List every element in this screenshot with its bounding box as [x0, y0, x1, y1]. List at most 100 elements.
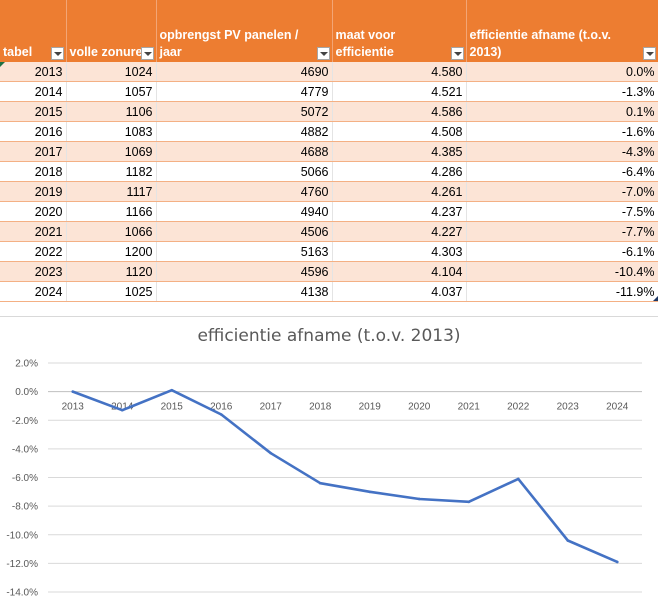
- data-point[interactable]: [368, 490, 372, 494]
- data-point[interactable]: [269, 451, 273, 455]
- data-point[interactable]: [71, 390, 75, 393]
- series-line[interactable]: [71, 388, 619, 564]
- data-point[interactable]: [318, 481, 322, 485]
- table-cell[interactable]: 1117: [66, 181, 157, 202]
- table-cell[interactable]: 1106: [66, 101, 157, 122]
- table-cell[interactable]: 2018: [0, 161, 67, 182]
- table-resize-handle[interactable]: [652, 296, 657, 301]
- table-cell[interactable]: -6.1%: [466, 241, 658, 262]
- data-point[interactable]: [219, 413, 223, 416]
- table-cell[interactable]: -7.5%: [466, 201, 658, 222]
- table-cell[interactable]: 4.580: [332, 62, 467, 82]
- table-cell[interactable]: 4688: [156, 141, 333, 162]
- table-cell[interactable]: 2021: [0, 221, 67, 242]
- table-cell[interactable]: -4.3%: [466, 141, 658, 162]
- table-cell[interactable]: 0.1%: [466, 101, 658, 122]
- table-cell[interactable]: 1182: [66, 161, 157, 182]
- table-row: 2023 1120 4596 4.104 -10.4%: [0, 261, 658, 282]
- table-cell[interactable]: 1025: [66, 281, 157, 302]
- table-cell[interactable]: 4940: [156, 201, 333, 222]
- table-cell[interactable]: 2019: [0, 181, 67, 202]
- table-cell[interactable]: 2023: [0, 261, 67, 282]
- table-cell[interactable]: 1200: [66, 241, 157, 262]
- header-label: maat voor efficientie: [335, 28, 396, 59]
- data-point[interactable]: [615, 560, 619, 564]
- table-cell[interactable]: 2014: [0, 81, 67, 102]
- y-tick-label: -8.0%: [12, 502, 38, 513]
- header-cell-maat-voor-efficientie[interactable]: maat voor efficientie: [332, 0, 467, 62]
- data-point[interactable]: [467, 500, 471, 504]
- table-cell[interactable]: -10.4%: [466, 261, 658, 282]
- y-tick-label: -12.0%: [6, 559, 38, 570]
- table-cell[interactable]: 1120: [66, 261, 157, 282]
- table-cell[interactable]: 4882: [156, 121, 333, 142]
- table-row: 2019 1117 4760 4.261 -7.0%: [0, 181, 658, 202]
- table-cell[interactable]: 4.261: [332, 181, 467, 202]
- table-cell[interactable]: 0.0%: [466, 62, 658, 82]
- table-cell[interactable]: 4.227: [332, 221, 467, 242]
- table-cell[interactable]: 4138: [156, 281, 333, 302]
- table-cell[interactable]: 2022: [0, 241, 67, 262]
- table-cell[interactable]: 4.521: [332, 81, 467, 102]
- table-cell[interactable]: 2016: [0, 121, 67, 142]
- table-cell[interactable]: 4.104: [332, 261, 467, 282]
- filter-dropdown-icon[interactable]: [316, 47, 330, 60]
- table-cell[interactable]: 4.037: [332, 281, 467, 302]
- table-cell[interactable]: 2020: [0, 201, 67, 222]
- table-cell[interactable]: 4.508: [332, 121, 467, 142]
- header-cell-efficientie-afname[interactable]: efficientie afname (t.o.v. 2013): [466, 0, 658, 62]
- data-point[interactable]: [516, 477, 520, 481]
- header-label: opbrengst PV panelen / jaar: [159, 28, 299, 59]
- y-tick-label: -2.0%: [12, 416, 38, 427]
- table-cell[interactable]: 4.303: [332, 241, 467, 262]
- line-chart[interactable]: efficientie afname (t.o.v. 2013) 2.0% 0.0…: [0, 316, 658, 611]
- chart-title: efficientie afname (t.o.v. 2013): [197, 326, 461, 346]
- table-cell[interactable]: 2013: [0, 62, 67, 82]
- table-cell[interactable]: 5072: [156, 101, 333, 122]
- table-cell[interactable]: 1166: [66, 201, 157, 222]
- table-cell[interactable]: 4.385: [332, 141, 467, 162]
- table-cell[interactable]: 4.237: [332, 201, 467, 222]
- filter-dropdown-icon[interactable]: [50, 47, 64, 60]
- table-cell[interactable]: -7.0%: [466, 181, 658, 202]
- table-cell[interactable]: 4.586: [332, 101, 467, 122]
- data-point[interactable]: [417, 497, 421, 501]
- table-cell[interactable]: 2017: [0, 141, 67, 162]
- y-tick-label: -14.0%: [6, 588, 38, 599]
- table-cell[interactable]: -7.7%: [466, 221, 658, 242]
- filter-dropdown-icon[interactable]: [450, 47, 464, 60]
- table-cell[interactable]: -11.9%: [466, 281, 658, 302]
- table-cell[interactable]: 1066: [66, 221, 157, 242]
- table-cell[interactable]: 4596: [156, 261, 333, 282]
- table-cell[interactable]: 4690: [156, 62, 333, 82]
- table-cell[interactable]: 4.286: [332, 161, 467, 182]
- y-tick-label: 0.0%: [15, 387, 38, 398]
- filter-dropdown-icon[interactable]: [642, 47, 656, 60]
- data-point[interactable]: [566, 539, 570, 542]
- filter-dropdown-icon[interactable]: [140, 47, 154, 60]
- table-cell[interactable]: 4779: [156, 81, 333, 102]
- header-label: tabel: [3, 45, 33, 59]
- table-cell[interactable]: -6.4%: [466, 161, 658, 182]
- x-tick-label: 2021: [458, 402, 481, 413]
- table-cell[interactable]: -1.3%: [466, 81, 658, 102]
- table-cell[interactable]: -1.6%: [466, 121, 658, 142]
- table-cell[interactable]: 1083: [66, 121, 157, 142]
- table-cell[interactable]: 2024: [0, 281, 67, 302]
- header-cell-volle-zonuren[interactable]: volle zonuren: [66, 0, 157, 62]
- table-cell[interactable]: 5066: [156, 161, 333, 182]
- data-point[interactable]: [120, 408, 124, 412]
- data-table: tabel volle zonuren opbrengst PV panelen…: [0, 0, 658, 302]
- table-cell[interactable]: 4506: [156, 221, 333, 242]
- data-point[interactable]: [170, 388, 174, 392]
- table-cell[interactable]: 1069: [66, 141, 157, 162]
- header-cell-tabel[interactable]: tabel: [0, 0, 67, 62]
- table-row: 2014 1057 4779 4.521 -1.3%: [0, 81, 658, 102]
- header-cell-opbrengst[interactable]: opbrengst PV panelen / jaar: [156, 0, 333, 62]
- table-cell[interactable]: 1057: [66, 81, 157, 102]
- table-cell[interactable]: 4760: [156, 181, 333, 202]
- table-cell[interactable]: 1024: [66, 62, 157, 82]
- table-cell[interactable]: 2015: [0, 101, 67, 122]
- table-row: 2013 1024 4690 4.580 0.0%: [0, 62, 658, 82]
- table-cell[interactable]: 5163: [156, 241, 333, 262]
